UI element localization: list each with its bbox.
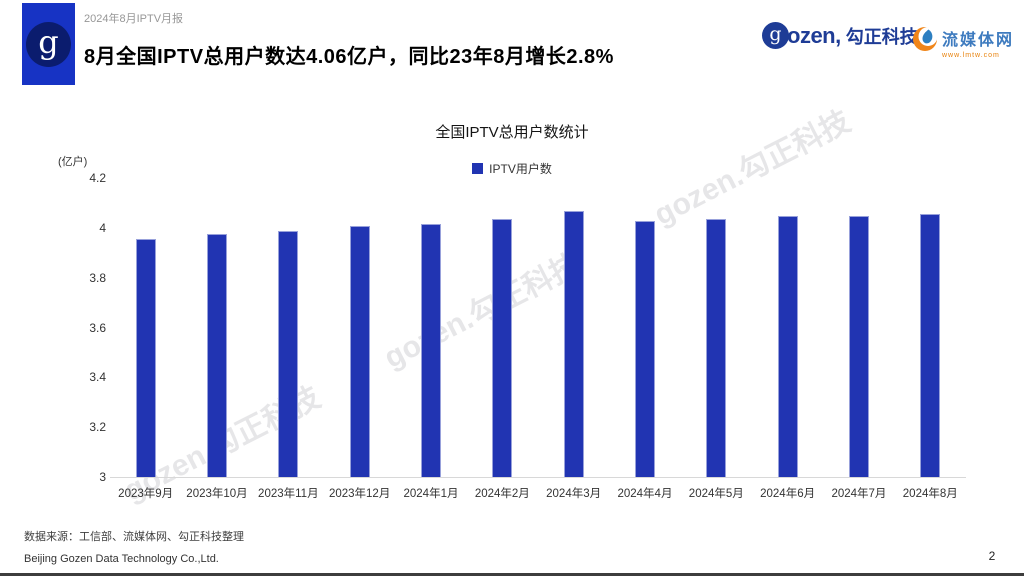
bar-2023年12月 (349, 226, 370, 477)
lmtw-droplet-icon (913, 27, 938, 51)
gozen-monogram-letter: g (38, 23, 59, 61)
report-label: 2024年8月IPTV月报 (84, 13, 184, 25)
x-tick-label: 2024年3月 (546, 488, 602, 500)
gozen-logo-block: g (22, 3, 75, 85)
bar-slot (324, 179, 395, 477)
legend-swatch-icon (472, 163, 484, 174)
bar-2024年3月 (563, 211, 584, 477)
y-tick-label: 3.6 (89, 320, 106, 335)
bottom-rule (0, 573, 1024, 576)
y-tick-label: 3.4 (89, 370, 106, 385)
bar-2023年11月 (278, 231, 299, 477)
lmtw-url: www.lmtw.com (942, 52, 1000, 59)
x-tick-label: 2023年11月 (258, 488, 319, 500)
bar-slot (395, 179, 466, 477)
bar-slot (181, 179, 252, 477)
bar-slot (895, 179, 966, 477)
bar-slot (253, 179, 324, 477)
x-tick-label: 2024年8月 (902, 488, 958, 500)
x-axis-labels: 2023年9月 2023年10月 2023年11月 2023年12月 2024年1月 20… (110, 485, 966, 501)
x-tick-label: 2024年5月 (688, 488, 744, 500)
chart-title: 全国IPTV总用户数统计 (435, 124, 589, 141)
x-tick-label: 2023年10月 (186, 488, 248, 500)
gozen-wordmark: g ozen, 勾正科技 (762, 22, 918, 49)
bar-slot (609, 179, 680, 477)
gozen-latin-text: ozen, (787, 22, 841, 48)
x-tick-label: 2023年12月 (328, 488, 391, 500)
bar-2024年2月 (492, 218, 513, 477)
bar-2024年1月 (420, 223, 441, 477)
x-tick-label: 2024年4月 (617, 488, 673, 500)
lmtw-text: 流媒体网 www.lmtw.com (942, 26, 1014, 59)
y-tick-label: 3 (99, 470, 106, 484)
bar-2024年8月 (920, 213, 941, 477)
y-tick-label: 3.8 (89, 270, 106, 285)
slide-title: 8月全国IPTV总用户数达4.06亿户，同比23年8月增长2.8% (84, 46, 614, 68)
y-axis-unit-label: (亿户) (58, 156, 88, 168)
bar-2024年4月 (634, 221, 655, 477)
data-source-note: 数据来源：工信部、流媒体网、勾正科技整理 (24, 531, 244, 543)
bar-slot (752, 179, 823, 477)
lmtw-name: 流媒体网 (942, 32, 1015, 49)
x-tick-label: 2024年2月 (474, 488, 530, 500)
bar-2024年7月 (848, 216, 869, 477)
bar-2023年10月 (206, 233, 227, 477)
bar-2023年9月 (135, 238, 156, 477)
bar-slot (110, 179, 181, 477)
gozen-g-letter: g (769, 22, 782, 45)
bar-slot (823, 179, 894, 477)
y-tick-label: 3.2 (89, 420, 106, 435)
y-tick-label: 4.2 (89, 171, 106, 185)
gozen-g-icon: g (762, 22, 789, 49)
x-tick-label: 2024年1月 (403, 488, 459, 500)
lmtw-logo: 流媒体网 www.lmtw.com (912, 26, 1014, 59)
gozen-monogram-icon: g (26, 21, 71, 67)
chart-legend: IPTV用户数 (0, 160, 1024, 177)
bar-slot (681, 179, 752, 477)
bar-2024年6月 (777, 216, 798, 477)
gozen-cn-text: 勾正科技 (845, 26, 918, 47)
y-tick-label: 4 (99, 220, 106, 235)
legend-label: IPTV用户数 (489, 162, 552, 176)
x-tick-label: 2024年7月 (831, 488, 887, 500)
x-tick-label: 2024年6月 (760, 488, 816, 500)
company-name: Beijing Gozen Data Technology Co.,Ltd. (24, 553, 219, 565)
page-number: 2 (988, 549, 996, 563)
x-tick-label: 2023年9月 (118, 488, 174, 500)
bar-slot (467, 179, 538, 477)
bar-2024年5月 (706, 218, 727, 477)
bars-row (110, 179, 966, 478)
bar-slot (538, 179, 609, 477)
